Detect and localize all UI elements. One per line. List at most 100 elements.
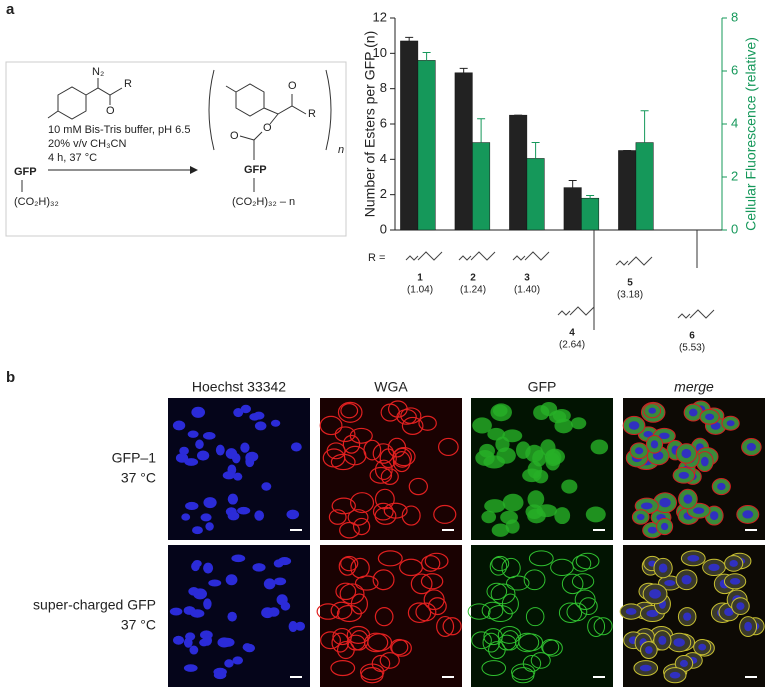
r-prefix: R = — [368, 252, 385, 264]
cell-membrane — [335, 582, 357, 601]
nucleus — [208, 579, 222, 587]
nucleus — [222, 471, 235, 480]
nucleus — [736, 602, 745, 610]
cell — [525, 444, 544, 463]
nucleus — [172, 420, 186, 431]
scheme-text: O — [230, 130, 239, 142]
nucleus — [179, 446, 189, 455]
cell — [501, 557, 521, 579]
bar — [472, 142, 491, 231]
cell — [482, 632, 500, 653]
column-header: merge — [674, 379, 714, 395]
nucleus — [237, 506, 251, 515]
nucleus — [669, 671, 681, 679]
nucleus — [647, 526, 658, 534]
nucleus — [658, 432, 670, 440]
cell-membrane — [350, 492, 375, 514]
nucleus — [173, 635, 184, 645]
category-label: 3 — [524, 273, 530, 284]
panel-label: b — [6, 369, 15, 386]
nucleus — [710, 511, 719, 521]
cell-membrane — [420, 573, 444, 590]
nucleus — [203, 562, 214, 574]
nucleus — [679, 659, 688, 668]
cell-membrane — [423, 589, 445, 611]
cell — [495, 436, 510, 453]
cell-membrane — [331, 632, 350, 653]
cell-membrane — [319, 415, 343, 436]
nucleus — [181, 513, 191, 521]
nucleus — [664, 580, 676, 587]
scheme: N₂ O R 10 mM Bis-Tris buffer, pH 6.5 20%… — [5, 61, 347, 237]
bar — [454, 72, 473, 231]
nucleus — [193, 588, 207, 600]
nucleus — [274, 577, 287, 586]
nucleus — [192, 407, 202, 415]
cell-membrane — [442, 617, 462, 636]
nucleus — [698, 643, 707, 651]
cell — [481, 510, 497, 524]
y-tick-label: 4 — [380, 151, 387, 166]
bond — [85, 87, 123, 96]
cell-membrane — [316, 603, 340, 620]
nucleus — [215, 444, 225, 456]
nucleus — [240, 442, 250, 453]
nucleus — [643, 431, 653, 438]
category-label: 5 — [627, 278, 633, 289]
y-tick-label: 8 — [380, 80, 387, 95]
scheme-text: O — [288, 80, 297, 92]
bond — [269, 113, 279, 125]
nucleus — [249, 413, 260, 421]
scheme-text: R — [124, 78, 132, 90]
column-header: WGA — [374, 379, 408, 395]
cell — [491, 523, 510, 537]
error-bar — [422, 51, 431, 61]
cell-membrane — [392, 451, 411, 473]
cell-membrane — [320, 631, 341, 650]
nucleus — [224, 659, 234, 668]
y2-tick-label: 0 — [731, 221, 738, 236]
cell-membrane — [379, 652, 400, 669]
r-structure — [557, 306, 595, 316]
cell — [488, 641, 506, 659]
cell-membrane — [339, 521, 360, 539]
scheme-text: N₂ — [92, 66, 104, 78]
nucleus — [195, 439, 204, 450]
scheme-text: R — [308, 108, 316, 120]
micrographs: Hoechst 33342 WGA GFP merge GFP–1 37 °C super-… — [33, 379, 765, 687]
nucleus — [646, 609, 659, 618]
cell-membrane — [401, 416, 424, 435]
r-structure — [677, 309, 715, 319]
bond — [263, 105, 307, 115]
scheme-text: n — [338, 144, 344, 156]
cell — [549, 410, 567, 424]
nucleus — [227, 493, 239, 505]
panel-label: a — [6, 1, 15, 18]
cell — [585, 506, 606, 523]
cell-membrane — [369, 466, 393, 484]
cell-membrane — [418, 415, 437, 431]
nucleus — [673, 638, 685, 647]
cell-membrane — [363, 632, 389, 653]
cell — [527, 490, 545, 508]
error-bar — [640, 110, 649, 143]
cell — [472, 417, 492, 434]
scheme-text: 20% v/v CH₃CN — [48, 138, 126, 150]
nucleus — [240, 404, 251, 414]
cell — [515, 632, 540, 653]
cell — [511, 667, 535, 684]
bar — [563, 187, 582, 231]
bracket — [208, 69, 215, 151]
scheme-text: (CO₂H)₃₂ – n — [232, 196, 295, 208]
nucleus — [726, 420, 735, 427]
cell — [486, 582, 508, 601]
cell — [471, 631, 492, 650]
scheme-text: 10 mM Bis-Tris buffer, pH 6.5 — [48, 124, 190, 136]
nucleus — [217, 637, 231, 648]
error-bar — [568, 180, 577, 188]
cell — [590, 439, 609, 455]
row-label: 37 °C — [121, 470, 156, 486]
nucleus — [202, 634, 213, 646]
bracket — [325, 69, 332, 151]
